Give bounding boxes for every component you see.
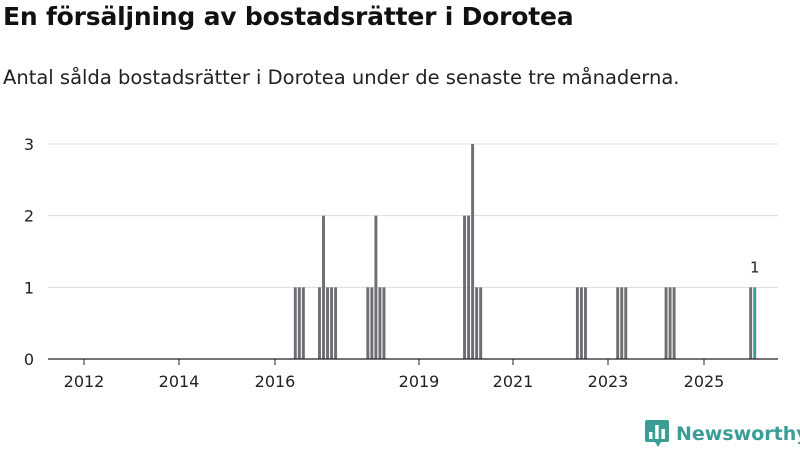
bar: [330, 287, 334, 359]
bar: [301, 287, 305, 359]
bar: [583, 287, 587, 359]
bar: [672, 287, 676, 359]
bar: [624, 287, 628, 359]
bar: [579, 287, 583, 359]
bar: [616, 287, 620, 359]
bar: [471, 144, 475, 359]
chart-title: En försäljning av bostadsrätter i Dorote…: [3, 2, 574, 31]
x-tick-label: 2021: [493, 372, 534, 391]
bar: [668, 287, 672, 359]
chart-subtitle: Antal sålda bostadsrätter i Dorotea unde…: [3, 66, 680, 89]
brand-name: Newsworthy: [676, 423, 800, 445]
bar: [334, 287, 338, 359]
newsworthy-logo[interactable]: Newsworthy: [644, 419, 800, 449]
x-tick-label: 2023: [588, 372, 629, 391]
x-tick-label: 2012: [64, 372, 105, 391]
bar: [475, 287, 479, 359]
bar: [575, 287, 579, 359]
bar: [366, 287, 370, 359]
data-label: 1: [750, 258, 760, 276]
x-tick-label: 2019: [399, 372, 440, 391]
bar: [374, 215, 378, 359]
x-tick-label: 2016: [255, 372, 296, 391]
y-tick-label: 3: [24, 135, 34, 154]
bar: [753, 287, 757, 359]
bar: [463, 215, 467, 359]
y-tick-label: 0: [24, 350, 34, 369]
bar: [318, 287, 321, 359]
bar: [322, 215, 325, 359]
bar-chart-speech-icon: [645, 420, 669, 447]
y-tick-label: 2: [24, 207, 34, 226]
x-tick-label: 2014: [159, 372, 200, 391]
bar: [370, 287, 374, 359]
bar: [749, 287, 753, 359]
bar: [382, 287, 386, 359]
bar: [297, 287, 301, 359]
bar: [378, 287, 382, 359]
x-tick-label: 2025: [684, 372, 725, 391]
bar: [293, 287, 297, 359]
bar: [467, 215, 471, 359]
y-tick-label: 1: [24, 278, 34, 297]
bar: [326, 287, 329, 359]
bar: [479, 287, 483, 359]
bar: [664, 287, 668, 359]
bar: [620, 287, 624, 359]
